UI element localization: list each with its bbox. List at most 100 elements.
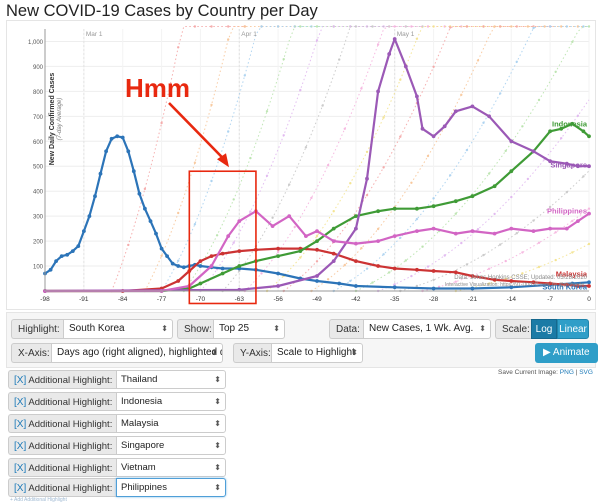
series-point	[315, 229, 319, 234]
chevron-updown-icon: ⬍	[211, 348, 218, 357]
save-png-link[interactable]: PNG	[559, 369, 574, 376]
additional-highlight-select[interactable]: Indonesia ⬍	[116, 392, 226, 411]
background-series-point	[582, 25, 585, 28]
chevron-updown-icon: ⬍	[161, 324, 168, 333]
series-point	[365, 176, 369, 181]
additional-highlight-select[interactable]: Singapore ⬍	[116, 436, 226, 455]
y-axis-label: New Daily Confirmed Cases	[49, 73, 56, 166]
series-point	[442, 124, 447, 129]
animate-button[interactable]: ▶ Animate	[535, 343, 598, 363]
remove-highlight-link[interactable]: [X]	[14, 463, 27, 474]
background-series-point	[315, 260, 319, 263]
yaxis-label: Y-Axis:	[233, 343, 277, 363]
background-series-point	[432, 278, 435, 282]
additional-highlight-select[interactable]: Philippines ⬍	[116, 478, 226, 497]
background-series-point	[499, 92, 502, 95]
remove-highlight-link[interactable]: [X]	[14, 441, 27, 452]
x-tick-label: -70	[196, 296, 206, 303]
add-highlight-link[interactable]: + Add Additional Highlight	[10, 497, 67, 503]
series-point	[220, 271, 225, 276]
show-select[interactable]: Top 25 ⬍	[213, 319, 285, 339]
show-label: Show:	[177, 319, 218, 339]
save-separator: |	[575, 369, 578, 376]
series-point	[376, 239, 380, 244]
background-series-point	[399, 135, 402, 138]
background-series-point	[360, 87, 363, 90]
series-point	[209, 254, 214, 258]
series-point	[431, 269, 436, 273]
data-select[interactable]: New Cases, 1 Wk. Avg. ⬍	[363, 319, 491, 339]
remove-highlight-link[interactable]: [X]	[14, 483, 27, 494]
y-tick-label: 200	[33, 240, 44, 246]
background-series-point	[543, 25, 546, 28]
background-series-point	[276, 25, 280, 28]
background-series-point	[415, 37, 419, 40]
x-tick-label: -56	[273, 296, 283, 303]
background-series-point	[432, 25, 435, 28]
series-point	[276, 254, 280, 258]
series-point	[576, 164, 580, 169]
source-text: Data: Johns Hopkins CSSE; Updated: 05/28…	[454, 275, 587, 281]
date-marker-label: Apr 1	[241, 31, 257, 38]
series-point	[453, 231, 458, 236]
background-series-point	[299, 25, 302, 28]
additional-highlight-select[interactable]: Vietnam ⬍	[116, 458, 226, 477]
background-series-point	[304, 146, 308, 149]
series-point	[415, 206, 419, 211]
background-series-point	[437, 285, 441, 288]
date-marker-label: May 1	[397, 31, 415, 38]
scale-linear-button[interactable]: Linear	[557, 319, 589, 339]
background-series-point	[504, 277, 507, 280]
x-tick-label: -84	[118, 296, 128, 303]
series-point	[576, 284, 580, 288]
background-series-point	[376, 43, 380, 46]
save-svg-link[interactable]: SVG	[579, 369, 593, 376]
save-image-label: Save Current Image:	[498, 369, 558, 376]
background-series-point	[532, 219, 535, 222]
y-tick-label: 700	[33, 115, 44, 121]
series-point	[70, 249, 75, 254]
series-point	[154, 231, 158, 236]
series-point	[331, 226, 336, 231]
chart-area: 100 200 300 400 500 600 700 800 900 1,000 -98 -91 -8…	[6, 20, 596, 310]
series-point	[570, 121, 575, 126]
page-title: New COVID-19 Cases by Country per Day	[6, 2, 318, 20]
xaxis-select[interactable]: Days ago (right aligned), highlighted da…	[51, 343, 223, 363]
additional-highlight-select[interactable]: Thailand ⬍	[116, 370, 226, 389]
scale-log-button[interactable]: Log	[531, 319, 557, 339]
remove-highlight-link[interactable]: [X]	[14, 397, 27, 408]
background-series-point	[382, 116, 385, 119]
series-end-label: Philippines	[547, 207, 587, 216]
series-point	[54, 259, 58, 263]
background-series-point	[449, 26, 452, 29]
background-series-point	[293, 225, 296, 229]
x-tick-label: -7	[547, 296, 553, 303]
background-series-point	[426, 265, 430, 268]
x-tick-label: -42	[351, 296, 361, 303]
background-series-point	[571, 40, 574, 44]
remove-highlight-link[interactable]: [X]	[14, 375, 27, 386]
background-series-point	[432, 197, 435, 200]
background-series-point	[310, 196, 313, 200]
series-point	[587, 164, 591, 169]
additional-highlight-label: [X] Additional Highlight:	[8, 392, 116, 411]
series-point	[237, 264, 242, 268]
background-series-point	[210, 179, 213, 183]
remove-highlight-link[interactable]: [X]	[14, 419, 27, 430]
series-line-malaysia	[45, 247, 589, 293]
data-label: Data:	[329, 319, 366, 339]
background-series-point	[476, 228, 480, 231]
additional-highlight-select[interactable]: Malaysia ⬍	[116, 414, 226, 433]
background-series-point	[465, 25, 469, 28]
background-series-point	[571, 219, 574, 223]
background-series-point	[249, 156, 252, 160]
series-point	[115, 134, 120, 139]
series-point	[548, 281, 552, 286]
yaxis-select[interactable]: Scale to Highlight ⬍	[271, 343, 363, 363]
series-point	[270, 224, 275, 229]
series-point	[431, 226, 436, 231]
background-series-point	[177, 46, 180, 49]
highlight-select[interactable]: South Korea ⬍	[63, 319, 173, 339]
series-point	[470, 274, 475, 278]
x-tick-label: -63	[235, 296, 245, 303]
